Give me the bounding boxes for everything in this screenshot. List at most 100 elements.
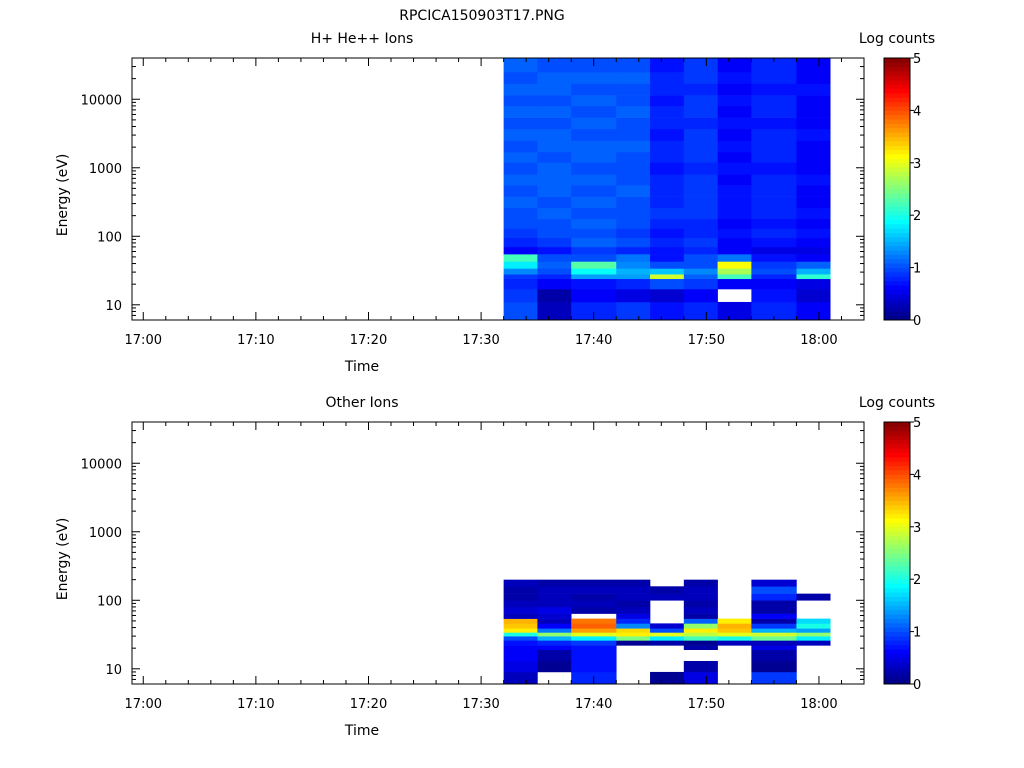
heatmap-cell — [717, 83, 752, 96]
heatmap-cell — [683, 278, 718, 290]
heatmap-cell — [796, 207, 831, 220]
heatmap-cell — [683, 254, 718, 262]
heatmap-cell — [683, 593, 718, 601]
y-tick-label: 10 — [105, 663, 122, 678]
heatmap-cell — [717, 105, 752, 118]
heatmap-cell — [751, 162, 797, 175]
heatmap-cell — [796, 593, 831, 601]
colorbar-segment — [884, 241, 910, 247]
heatmap-cell — [717, 636, 752, 641]
colorbar-segment — [884, 509, 910, 515]
colorbar-segment — [884, 167, 910, 172]
heatmap-cell — [571, 278, 617, 290]
colorbar-segment — [884, 311, 910, 317]
heatmap-cell — [751, 640, 797, 646]
colorbar-segment — [884, 210, 910, 216]
heatmap-cell — [717, 628, 752, 633]
heatmap-cell — [717, 162, 752, 175]
heatmap-cell — [537, 218, 572, 229]
colorbar-segment — [884, 276, 910, 282]
heatmap-cell — [650, 261, 685, 269]
heatmap-cell — [537, 649, 572, 662]
heatmap-cell — [571, 586, 617, 594]
heatmap-cell — [503, 274, 538, 280]
colorbar-segment — [884, 579, 910, 584]
heatmap-cell — [717, 218, 752, 229]
heatmap-cell — [717, 623, 752, 629]
colorbar-segment — [884, 522, 910, 528]
heatmap-cell — [650, 237, 685, 248]
heatmap-cell — [796, 83, 831, 96]
heatmap-cell — [751, 586, 797, 594]
heatmap-cell — [503, 246, 538, 255]
heatmap-cell — [683, 636, 718, 641]
colorbar-frame — [883, 57, 911, 321]
colorbar-segment — [884, 435, 910, 440]
heatmap-cell — [683, 623, 718, 629]
heatmap-cell — [751, 58, 797, 73]
y-axis-label: Energy (eV) — [55, 518, 71, 601]
x-tick-label: 17:50 — [688, 333, 725, 348]
heatmap-cell — [717, 58, 752, 73]
x-tick-label: 17:20 — [350, 333, 387, 348]
y-axis-label: Energy (eV) — [55, 154, 71, 237]
heatmap-cell — [751, 174, 797, 186]
heatmap-cell — [616, 636, 651, 641]
heatmap-cell — [537, 268, 572, 275]
heatmap-cell — [571, 649, 617, 662]
heatmap-cell — [503, 593, 538, 601]
heatmap-cell — [650, 254, 685, 262]
y-tick-label: 1000 — [89, 526, 122, 541]
heatmap-cell — [616, 632, 651, 637]
heatmap-cell — [796, 162, 831, 175]
heatmap-cell — [683, 140, 718, 153]
colorbar-segment — [884, 71, 910, 76]
colorbar-segment — [884, 228, 910, 234]
colorbar-segment — [884, 566, 910, 571]
heatmap-cell — [537, 185, 572, 197]
heatmap-cell — [503, 207, 538, 220]
heatmap-cell — [503, 268, 538, 275]
heatmap-cell — [796, 174, 831, 186]
colorbar-tick-label: 3 — [913, 521, 921, 536]
heatmap-cell — [683, 613, 718, 619]
heatmap-cell — [751, 579, 797, 587]
colorbar-tick-label: 1 — [913, 262, 921, 277]
colorbar-segment — [884, 114, 910, 120]
heatmap-cell — [537, 278, 572, 290]
heatmap-cell — [650, 207, 685, 220]
heatmap-cell — [717, 278, 752, 290]
heatmap-cell — [683, 640, 718, 646]
colorbar-segment — [884, 127, 910, 133]
heatmap-cell — [717, 301, 752, 321]
colorbar-segment — [884, 215, 910, 220]
colorbar-segment — [884, 136, 910, 142]
heatmap-cell — [717, 268, 752, 275]
x-tick-label: 18:00 — [800, 697, 837, 712]
heatmap-cell — [751, 593, 797, 601]
heatmap-cell — [717, 196, 752, 209]
heatmap-cell — [717, 95, 752, 107]
heatmap-cell — [571, 105, 617, 118]
heatmap-cell — [616, 593, 651, 601]
heatmap-cell — [537, 105, 572, 118]
heatmap-cell — [503, 289, 538, 303]
heatmap-cell — [571, 228, 617, 239]
heatmap-cell — [751, 636, 797, 641]
colorbar-segment — [884, 487, 910, 493]
heatmap-cell — [751, 645, 797, 650]
heatmap-cell — [616, 278, 651, 290]
heatmap-cell — [683, 628, 718, 633]
colorbar-segment — [884, 452, 910, 458]
heatmap-cell — [571, 140, 617, 153]
x-tick-label: 17:10 — [237, 697, 274, 712]
heatmap-cell — [616, 237, 651, 248]
colorbar-segment — [884, 531, 910, 536]
heatmap-cell — [571, 237, 617, 248]
heatmap-cell — [616, 95, 651, 107]
heatmap-cell — [503, 636, 538, 641]
colorbar-segment — [884, 123, 910, 129]
heatmap-cell — [616, 600, 651, 608]
heatmap-cell — [571, 128, 617, 141]
colorbar-segment — [884, 101, 910, 107]
